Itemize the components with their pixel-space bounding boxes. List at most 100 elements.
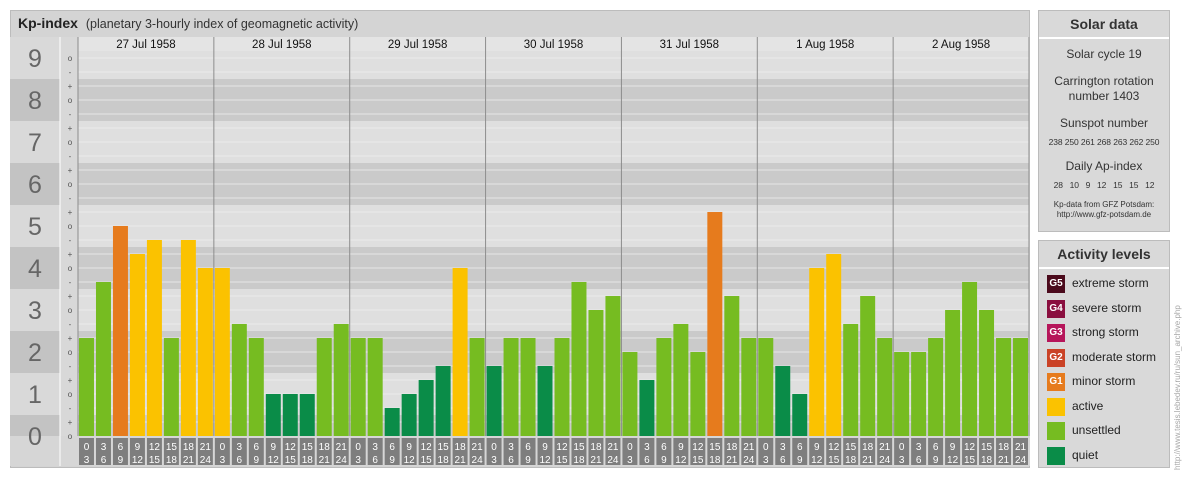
interval-start-label: 0 — [899, 442, 905, 453]
interval-start-label: 3 — [916, 442, 922, 453]
interval-start-label: 3 — [372, 442, 378, 453]
y-label-band-1 — [10, 373, 60, 415]
kp-bar — [741, 338, 757, 436]
kp-bar — [843, 323, 859, 436]
y-minor-label: o — [68, 138, 73, 147]
interval-end-label: 24 — [200, 455, 212, 466]
kp-bar — [1013, 338, 1028, 436]
interval-start-label: 15 — [438, 442, 450, 453]
y-tick-label-8: 8 — [28, 87, 42, 115]
interval-end-label: 6 — [237, 455, 243, 466]
kp-bar — [792, 394, 808, 436]
interval-start-label: 0 — [220, 442, 226, 453]
interval-cell — [537, 438, 553, 465]
interval-end-label: 18 — [573, 455, 585, 466]
interval-start-label: 9 — [542, 442, 548, 453]
interval-start-label: 3 — [644, 442, 650, 453]
interval-start-label: 15 — [302, 442, 314, 453]
kp-bar — [809, 268, 825, 436]
interval-end-label: 24 — [336, 455, 348, 466]
y-minor-label: + — [68, 292, 73, 301]
interval-start-label: 21 — [336, 442, 348, 453]
kp-bar — [197, 268, 213, 436]
kp-bar — [435, 365, 451, 436]
interval-cell — [435, 438, 451, 465]
y-minor-label: o — [68, 390, 73, 399]
interval-cell — [180, 438, 196, 465]
interval-end-label: 24 — [472, 455, 484, 466]
kp-bar — [554, 338, 570, 436]
kp-bar — [945, 310, 961, 436]
interval-cell — [690, 438, 706, 465]
y-label-band-2 — [10, 331, 60, 373]
kp-bar — [129, 254, 145, 436]
interval-cell — [486, 438, 502, 465]
y-minor-label: - — [69, 152, 72, 161]
kp-bar — [384, 407, 400, 436]
y-minor-label: + — [68, 166, 73, 175]
y-minor-label: o — [68, 348, 73, 357]
legend-swatch: G5 — [1047, 275, 1065, 293]
interval-start-label: 15 — [166, 442, 178, 453]
day-header-band — [78, 37, 1029, 51]
solar-cycle: Solar cycle 19 — [1066, 47, 1142, 61]
interval-cell — [877, 438, 893, 465]
kp-bar — [299, 394, 315, 436]
interval-start-label: 18 — [590, 442, 602, 453]
legend-label: active — [1072, 398, 1104, 413]
kp-bar — [486, 365, 502, 436]
interval-end-label: 3 — [220, 455, 226, 466]
sunspot-label: Sunspot number — [1059, 116, 1149, 130]
interval-start-label: 9 — [406, 442, 412, 453]
kp-bar — [622, 352, 638, 436]
interval-cell — [639, 438, 655, 465]
interval-cell — [554, 438, 570, 465]
solar-data-title: Solar data — [1039, 11, 1169, 39]
kp-bar — [996, 338, 1012, 436]
interval-end-label: 15 — [149, 455, 161, 466]
kp-bar — [894, 352, 910, 436]
legend-swatch: G4 — [1047, 299, 1065, 318]
interval-end-label: 12 — [675, 455, 687, 466]
interval-start-label: 18 — [183, 442, 195, 453]
y-minor-label: + — [68, 250, 73, 259]
interval-start-label: 9 — [814, 442, 820, 453]
kp-bar — [656, 338, 672, 436]
y-tick-label-7: 7 — [28, 129, 42, 157]
kp-bar — [520, 338, 536, 436]
kp-bar — [775, 365, 791, 436]
interval-cell — [79, 438, 94, 465]
interval-cell — [384, 438, 400, 465]
interval-cell — [826, 438, 842, 465]
y-minor-label: + — [68, 418, 73, 427]
y-tick-label-3: 3 — [28, 297, 42, 325]
kp-bar — [588, 310, 604, 436]
solar-data-panel: Solar data Solar cycle 19 Carrington rot… — [1038, 10, 1170, 232]
interval-cell — [316, 438, 332, 465]
interval-start-label: 3 — [508, 442, 514, 453]
interval-cell — [928, 438, 944, 465]
kp-bar — [112, 226, 128, 436]
interval-end-label: 15 — [828, 455, 840, 466]
interval-cell — [1013, 438, 1028, 465]
source-link[interactable]: http://www.gfz-potsdam.de — [1056, 210, 1152, 219]
interval-start-label: 21 — [200, 442, 212, 453]
interval-start-label: 12 — [421, 442, 433, 453]
kp-bar — [707, 212, 723, 436]
interval-cell — [95, 438, 111, 465]
interval-end-label: 24 — [1015, 455, 1027, 466]
interval-end-label: 9 — [933, 455, 939, 466]
day-label: 1 Aug 1958 — [796, 39, 854, 51]
kp-bar — [469, 338, 485, 436]
y-minor-label: o — [68, 432, 73, 441]
kp-bar — [826, 254, 842, 436]
interval-cell — [231, 438, 247, 465]
interval-start-label: 0 — [627, 442, 633, 453]
kp-bar — [962, 281, 978, 436]
interval-start-label: 3 — [237, 442, 243, 453]
y-minor-label: o — [68, 222, 73, 231]
interval-start-label: 3 — [780, 442, 786, 453]
interval-start-label: 18 — [319, 442, 331, 453]
interval-end-label: 21 — [183, 455, 195, 466]
interval-start-label: 9 — [678, 442, 684, 453]
